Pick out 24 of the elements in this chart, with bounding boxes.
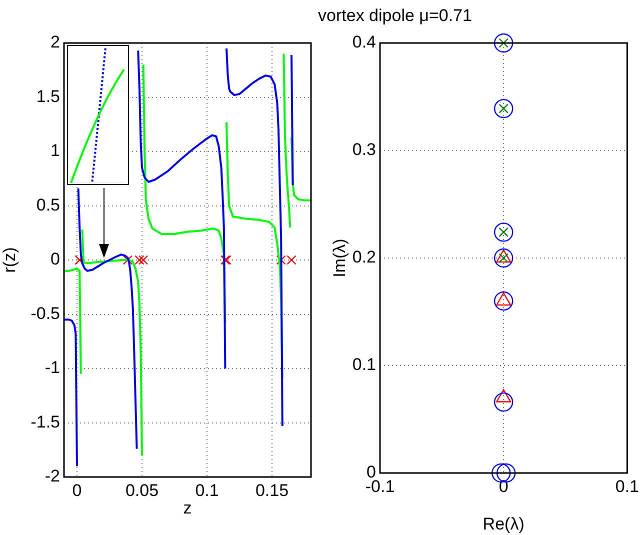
y-tick-label: 1 [50, 141, 60, 160]
x-tick-label: -0.1 [365, 476, 395, 496]
y-tick-label: -1.5 [30, 412, 60, 432]
chart-title: vortex dipole μ=0.71 [317, 6, 473, 26]
y-tick-label: 0 [50, 250, 60, 269]
y-tick-label: 0.1 [352, 355, 376, 374]
y-tick-label: 0.5 [36, 195, 60, 214]
y-tick-label: 0.2 [352, 248, 376, 267]
y-axis-title: Im(λ) [330, 238, 349, 278]
x-tick-label: 0 [72, 480, 82, 500]
x-tick-label: 0.1 [195, 480, 219, 500]
y-tick-label: 0.4 [352, 32, 376, 52]
y-tick-label: 2 [50, 32, 60, 52]
x-axis-title: Re(λ) [482, 514, 524, 534]
x-axis-title: z [183, 498, 192, 518]
x-tick-label: 0.1 [615, 476, 640, 496]
x-tick-label: 0.05 [125, 480, 159, 500]
y-tick-label: -2 [44, 466, 60, 486]
x-tick-label: 0.15 [255, 480, 289, 500]
y-tick-label: 1.5 [36, 86, 60, 106]
y-tick-label: -0.5 [30, 304, 60, 323]
y-tick-label: -1 [44, 358, 60, 378]
y-axis-title: r(z) [0, 247, 19, 273]
y-tick-label: 0.3 [352, 140, 376, 160]
